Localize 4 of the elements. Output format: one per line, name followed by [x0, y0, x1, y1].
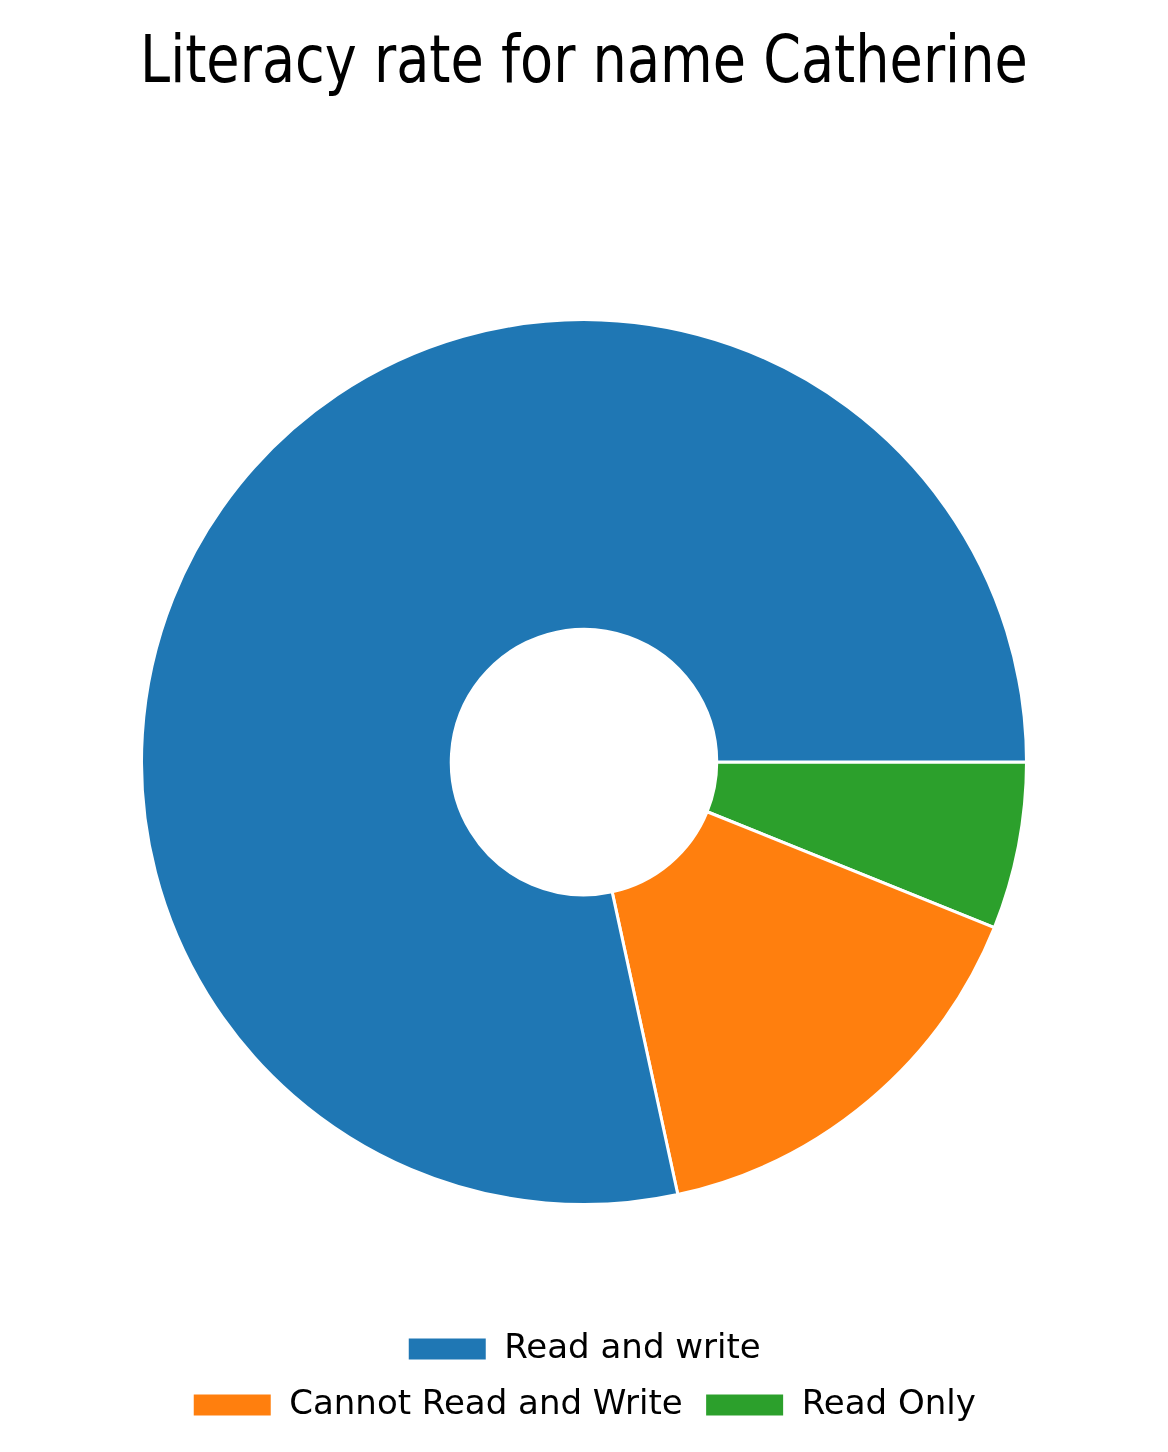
chart-title: Literacy rate for name Catherine: [140, 20, 1028, 98]
legend-label: Read and write: [504, 1325, 761, 1366]
legend-label: Cannot Read and Write: [289, 1381, 683, 1422]
legend-label: Read Only: [801, 1381, 976, 1422]
